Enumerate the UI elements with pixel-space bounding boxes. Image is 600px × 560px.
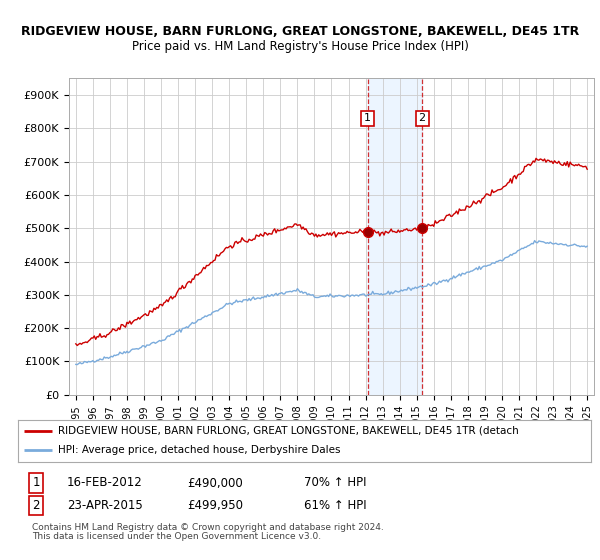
Text: 1: 1 bbox=[364, 113, 371, 123]
Text: 23-APR-2015: 23-APR-2015 bbox=[67, 499, 142, 512]
Text: 1: 1 bbox=[32, 477, 40, 489]
Text: 16-FEB-2012: 16-FEB-2012 bbox=[67, 477, 142, 489]
Text: RIDGEVIEW HOUSE, BARN FURLONG, GREAT LONGSTONE, BAKEWELL, DE45 1TR: RIDGEVIEW HOUSE, BARN FURLONG, GREAT LON… bbox=[21, 25, 579, 38]
Text: 70% ↑ HPI: 70% ↑ HPI bbox=[305, 477, 367, 489]
Text: 2: 2 bbox=[419, 113, 426, 123]
Text: RIDGEVIEW HOUSE, BARN FURLONG, GREAT LONGSTONE, BAKEWELL, DE45 1TR (detach: RIDGEVIEW HOUSE, BARN FURLONG, GREAT LON… bbox=[58, 426, 519, 436]
Text: 61% ↑ HPI: 61% ↑ HPI bbox=[305, 499, 367, 512]
Text: £490,000: £490,000 bbox=[187, 477, 243, 489]
Bar bbox=[368, 78, 422, 395]
Text: Contains HM Land Registry data © Crown copyright and database right 2024.: Contains HM Land Registry data © Crown c… bbox=[32, 523, 384, 533]
Text: £499,950: £499,950 bbox=[187, 499, 243, 512]
Text: This data is licensed under the Open Government Licence v3.0.: This data is licensed under the Open Gov… bbox=[32, 531, 322, 541]
Text: Price paid vs. HM Land Registry's House Price Index (HPI): Price paid vs. HM Land Registry's House … bbox=[131, 40, 469, 53]
Text: 2: 2 bbox=[32, 499, 40, 512]
Text: HPI: Average price, detached house, Derbyshire Dales: HPI: Average price, detached house, Derb… bbox=[58, 445, 341, 455]
